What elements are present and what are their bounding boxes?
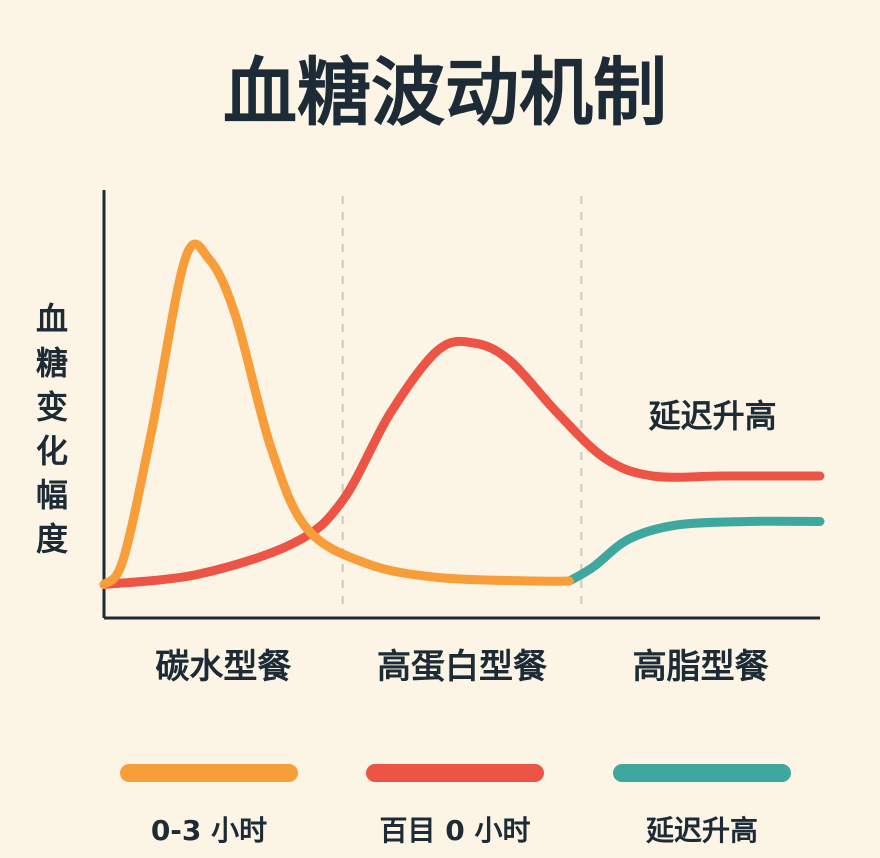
series-lines <box>99 239 825 589</box>
category-labels: 碳水型餐 高蛋白型餐 高脂型餐 <box>155 647 768 687</box>
category-label: 高脂型餐 <box>633 647 769 687</box>
series-line-1 <box>99 239 574 589</box>
legend-label: 百目 0 小时 <box>380 814 531 847</box>
legend-label: 延迟升高 <box>645 814 758 847</box>
category-label: 高蛋白型餐 <box>377 647 547 687</box>
category-label: 碳水型餐 <box>155 647 291 687</box>
series-line-2 <box>99 336 825 589</box>
series-line-3 <box>564 516 825 586</box>
y-axis-label: 血糖变化幅度 <box>36 300 68 558</box>
legend-label: 0-3 小时 <box>151 814 267 847</box>
category-dividers <box>341 196 583 612</box>
annotation-label: 延迟升高 <box>648 397 777 435</box>
chart-title: 血糖波动机制 <box>223 50 667 136</box>
legend: 0-3 小时 百目 0 小时 延迟升高 <box>120 764 791 847</box>
